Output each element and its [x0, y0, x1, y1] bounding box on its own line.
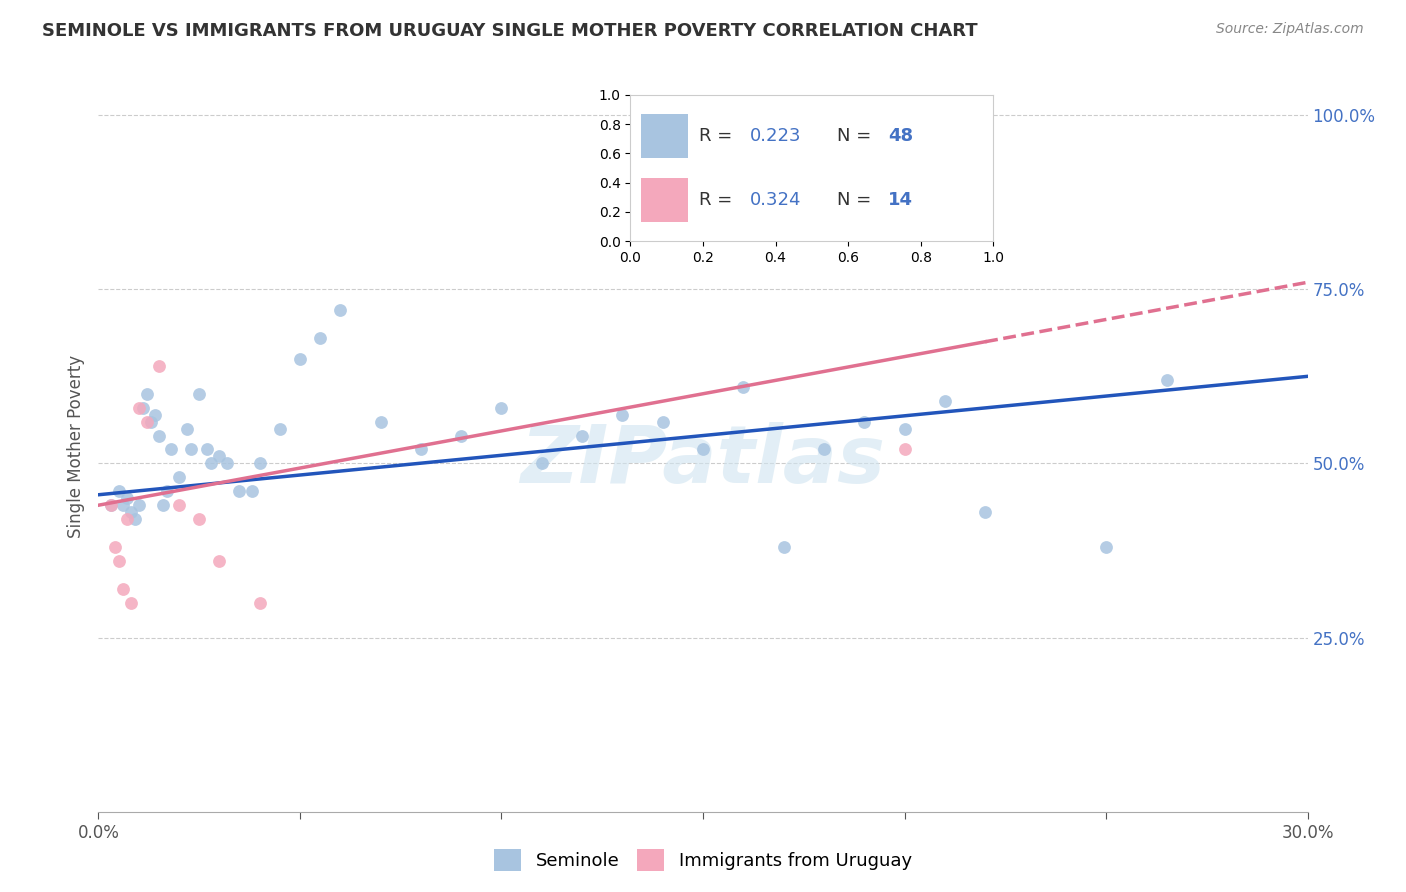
Point	[934, 393, 956, 408]
Point	[120, 505, 142, 519]
Point	[772, 540, 794, 554]
Point	[409, 442, 432, 457]
Point	[329, 303, 352, 318]
Point	[612, 408, 634, 422]
Point	[143, 408, 166, 422]
Point	[115, 491, 138, 506]
Point	[733, 380, 755, 394]
Point	[309, 331, 332, 345]
Point	[139, 415, 162, 429]
Point	[176, 421, 198, 435]
Point	[107, 554, 129, 568]
Point	[240, 484, 263, 499]
Point	[120, 596, 142, 610]
Point	[974, 505, 997, 519]
Point	[124, 512, 146, 526]
Point	[128, 498, 150, 512]
Point	[1095, 540, 1118, 554]
Point	[128, 401, 150, 415]
Point	[571, 428, 593, 442]
Point	[148, 428, 170, 442]
Point	[200, 457, 222, 471]
Point	[692, 442, 714, 457]
Point	[148, 359, 170, 373]
Point	[853, 415, 876, 429]
Point	[188, 386, 211, 401]
Point	[107, 484, 129, 499]
Point	[491, 401, 513, 415]
Point	[217, 457, 239, 471]
Point	[208, 450, 231, 464]
Point	[249, 596, 271, 610]
Point	[195, 442, 218, 457]
Point	[100, 498, 122, 512]
Point	[813, 442, 835, 457]
Y-axis label: Single Mother Poverty: Single Mother Poverty	[66, 354, 84, 538]
Point	[180, 442, 202, 457]
Point	[269, 421, 291, 435]
Point	[152, 498, 174, 512]
Point	[167, 470, 190, 484]
Point	[893, 421, 915, 435]
Point	[111, 582, 134, 596]
Point	[103, 540, 125, 554]
Text: SEMINOLE VS IMMIGRANTS FROM URUGUAY SINGLE MOTHER POVERTY CORRELATION CHART: SEMINOLE VS IMMIGRANTS FROM URUGUAY SING…	[42, 22, 977, 40]
Text: ZIPatlas: ZIPatlas	[520, 422, 886, 500]
Point	[228, 484, 250, 499]
Point	[160, 442, 183, 457]
Text: Source: ZipAtlas.com: Source: ZipAtlas.com	[1216, 22, 1364, 37]
Point	[370, 415, 392, 429]
Point	[530, 457, 553, 471]
Point	[167, 498, 190, 512]
Point	[208, 554, 231, 568]
Point	[893, 442, 915, 457]
Point	[111, 498, 134, 512]
Point	[156, 484, 179, 499]
Point	[115, 512, 138, 526]
Legend: Seminole, Immigrants from Uruguay: Seminole, Immigrants from Uruguay	[486, 842, 920, 879]
Point	[188, 512, 211, 526]
Point	[288, 351, 311, 366]
Point	[651, 415, 673, 429]
Point	[135, 415, 157, 429]
Point	[135, 386, 157, 401]
Point	[100, 498, 122, 512]
Point	[132, 401, 155, 415]
Point	[1156, 373, 1178, 387]
Point	[249, 457, 271, 471]
Point	[450, 428, 472, 442]
